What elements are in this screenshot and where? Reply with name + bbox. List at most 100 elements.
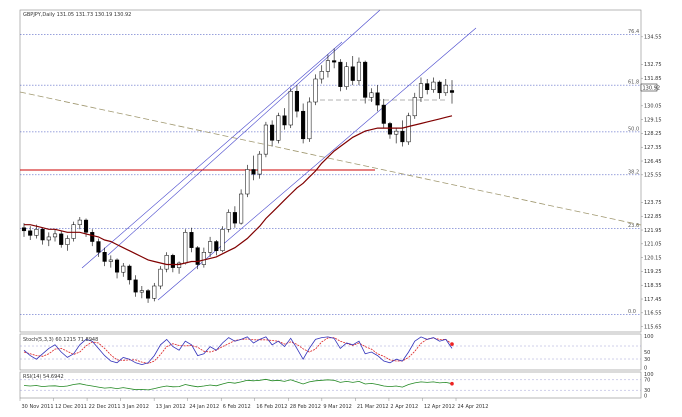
price-tick-label: 127.35 bbox=[644, 145, 662, 151]
candle-bull bbox=[164, 255, 169, 270]
candle-bear bbox=[195, 247, 200, 265]
price-tick-label: 134.55 bbox=[644, 35, 662, 41]
candle-bull bbox=[52, 233, 58, 238]
trend-lines bbox=[19, 9, 642, 301]
candle-bull bbox=[369, 92, 374, 98]
candle-bear bbox=[350, 66, 355, 81]
candle-bear bbox=[232, 212, 237, 224]
candle-bull bbox=[183, 232, 188, 264]
candle-bull bbox=[325, 60, 330, 72]
candle-bear bbox=[21, 227, 27, 232]
date-tick-label: 24 Jan 2012 bbox=[189, 404, 219, 410]
price-tick-label: 128.25 bbox=[644, 131, 662, 137]
candle-bear bbox=[40, 229, 45, 241]
fib-level-label: 38.2 bbox=[628, 169, 639, 175]
candle-bear bbox=[170, 255, 175, 268]
date-tick-label: 24 Apr 2012 bbox=[458, 404, 489, 410]
price-tick-label: 116.55 bbox=[644, 311, 662, 317]
price-tick-label: 115.65 bbox=[644, 324, 662, 330]
fib-levels: 76.4 61.8 50.0 38.2 23.6 0.0 bbox=[20, 29, 641, 315]
price-tick-label: 121.95 bbox=[644, 228, 662, 234]
candle-bull bbox=[245, 169, 250, 195]
candle-bear bbox=[114, 259, 120, 273]
date-tick-label: 28 Feb 2012 bbox=[290, 404, 321, 410]
stochastic-tick-label: 0 bbox=[644, 366, 647, 372]
stochastic-tick-label: 30 bbox=[644, 357, 650, 363]
fib-level-label: 23.6 bbox=[628, 223, 639, 229]
price-panel-border bbox=[19, 9, 642, 333]
candle-bull bbox=[406, 115, 411, 143]
candle-bull bbox=[34, 229, 39, 236]
fib-level-label: 76.4 bbox=[628, 29, 639, 35]
stochastic-tick-label: 100 bbox=[644, 334, 654, 340]
rsi-line bbox=[23, 378, 453, 391]
candle-bull bbox=[108, 259, 113, 262]
candle-bear bbox=[282, 115, 287, 126]
candle-bear bbox=[133, 279, 138, 293]
price-tick-label: 130.05 bbox=[644, 104, 662, 110]
moving-average-line bbox=[24, 115, 453, 266]
price-tick-label: 120.15 bbox=[644, 255, 662, 261]
price-tick-label: 123.75 bbox=[644, 200, 662, 206]
rsi-tick-label: 0 bbox=[644, 394, 647, 400]
date-tick-label: 12 Apr 2012 bbox=[424, 404, 455, 410]
candle-bear bbox=[59, 233, 64, 245]
date-tick-label: 3 Jan 2012 bbox=[122, 404, 149, 410]
date-tick-label: 21 Mar 2012 bbox=[357, 404, 389, 410]
candle-bear bbox=[363, 61, 368, 98]
candle-bear bbox=[127, 265, 132, 281]
candle-bear bbox=[449, 90, 455, 93]
rsi-last-dot bbox=[450, 381, 454, 386]
candle-bull bbox=[239, 193, 244, 224]
candle-bear bbox=[400, 130, 405, 143]
candle-bear bbox=[425, 83, 430, 90]
candle-bull bbox=[344, 66, 349, 87]
candle-bull bbox=[201, 252, 206, 265]
stochastic-label: Stoch(5,3,3) 60.1215 71.8948 bbox=[23, 337, 98, 343]
candle-bear bbox=[251, 169, 256, 175]
price-tick-label: 126.45 bbox=[644, 159, 662, 165]
candle-bull bbox=[71, 224, 76, 239]
chart-title: GBPJPY,Daily 131.05 131.73 130.19 130.92 bbox=[23, 12, 131, 18]
candle-bear bbox=[96, 241, 101, 253]
price-tick-label: 125.55 bbox=[644, 173, 662, 179]
candle-bear bbox=[332, 60, 337, 63]
candle-bull bbox=[139, 290, 144, 293]
candle-bull bbox=[152, 285, 157, 299]
price-tick-label: 131.85 bbox=[644, 76, 662, 82]
price-tick-label: 122.85 bbox=[644, 214, 662, 220]
price-panel: 76.4 61.8 50.0 38.2 23.6 0.0 134.55 132.75 131.… bbox=[19, 9, 662, 333]
candle-bull bbox=[46, 236, 51, 241]
candle-bull bbox=[319, 71, 324, 80]
candle-bear bbox=[387, 123, 393, 135]
date-tick-label: 9 Mar 2012 bbox=[323, 404, 352, 410]
candle-bull bbox=[158, 268, 163, 287]
candle-bull bbox=[313, 78, 318, 103]
candle-bull bbox=[394, 130, 399, 135]
candles bbox=[21, 48, 455, 303]
candle-bull bbox=[356, 61, 362, 81]
candle-bull bbox=[257, 153, 262, 175]
price-tick-label: 118.35 bbox=[644, 283, 662, 289]
date-tick-label: 13 Jan 2012 bbox=[156, 404, 186, 410]
fib-level-label: 50.0 bbox=[628, 126, 639, 132]
stochastic-last-dot bbox=[450, 342, 454, 346]
candle-bull bbox=[226, 212, 231, 230]
price-axis: 134.55 132.75 131.85 130.05 129.15 128.25 127.… bbox=[641, 35, 662, 330]
date-tick-label: 2 Apr 2012 bbox=[390, 404, 418, 410]
candle-bull bbox=[220, 229, 225, 251]
candle-bull bbox=[276, 115, 281, 141]
stochastic-tick-label: 50 bbox=[644, 350, 650, 356]
fib-level-label: 61.8 bbox=[628, 80, 639, 86]
candle-bull bbox=[418, 83, 424, 98]
price-tick-label: 117.45 bbox=[644, 297, 662, 303]
candle-bull bbox=[431, 81, 436, 90]
date-tick-label: 30 Nov 2011 bbox=[22, 404, 54, 410]
candle-bear bbox=[381, 104, 386, 124]
rsi-tick-label: 30 bbox=[644, 388, 650, 394]
candle-bull bbox=[121, 265, 126, 273]
date-axis: 30 Nov 2011 12 Dec 2011 22 Dec 2011 3 Jan 2… bbox=[19, 398, 489, 410]
